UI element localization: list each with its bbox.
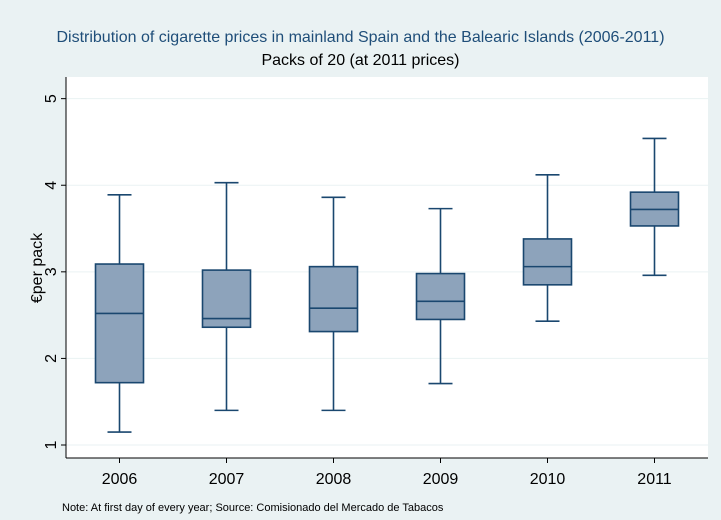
plot-area (66, 77, 708, 458)
box-2010 (522, 174, 573, 322)
x-tick-label: 2008 (316, 471, 352, 488)
y-tick-label: 1 (43, 440, 60, 449)
box-2008 (308, 196, 359, 412)
y-tick-label: 2 (43, 354, 60, 363)
box-2009 (415, 207, 466, 385)
chart-title: Distribution of cigarette prices in main… (56, 29, 665, 46)
y-axis-label: €per pack (29, 232, 46, 303)
y-tick-label: 3 (43, 267, 60, 276)
grid-layer (66, 98, 708, 446)
axis-layer: 1 2 3 4 5 2006 2007 2008 2009 2010 2011 (43, 77, 708, 488)
box-iqr (415, 272, 466, 321)
x-tick-label: 2006 (102, 471, 138, 488)
box-iqr (201, 269, 252, 329)
x-tick-label: 2010 (530, 471, 566, 488)
box-iqr (308, 265, 359, 333)
x-tick-label: 2009 (423, 471, 459, 488)
x-tick-label: 2011 (637, 471, 672, 488)
box-2006 (94, 193, 145, 433)
box-2011 (629, 137, 680, 277)
source-note: Note: At first day of every year; Source… (62, 502, 444, 514)
box-layer (94, 137, 680, 433)
y-tick-label: 5 (43, 94, 60, 103)
y-tick-label: 4 (43, 181, 60, 190)
x-tick-label: 2007 (209, 471, 245, 488)
box-2007 (201, 181, 252, 412)
chart-subtitle: Packs of 20 (at 2011 prices) (261, 52, 460, 69)
box-iqr (522, 238, 573, 286)
box-iqr (94, 263, 145, 384)
